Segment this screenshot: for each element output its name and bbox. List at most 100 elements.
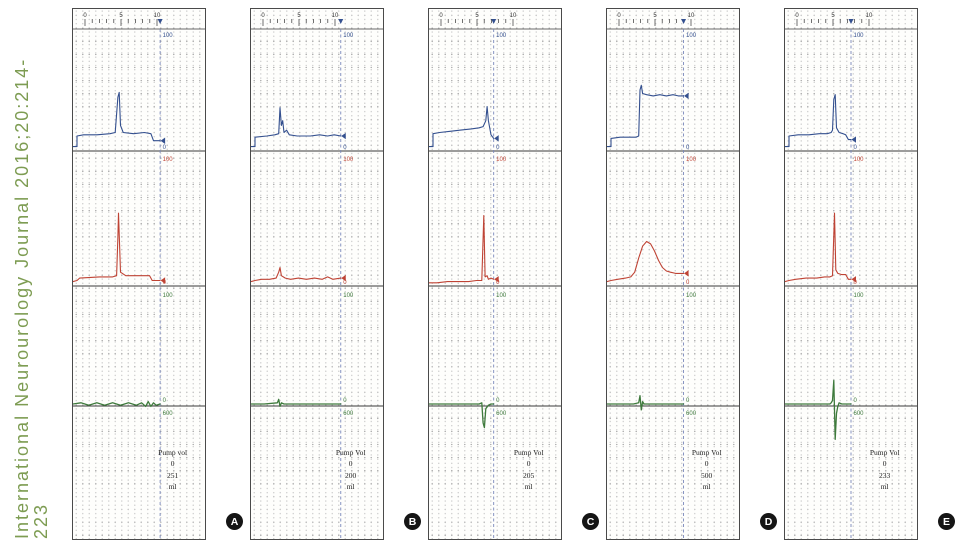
chart-paper: 0 5 10 100 0 100 0 100 0 600 Pump Vol 0 205 ml (428, 8, 562, 540)
panel-letter: E (942, 515, 950, 528)
panel-b: 0 5 10 100 0 100 0 100 0 600 Pump Vol 0 200 ml B (250, 0, 428, 540)
svg-text:0: 0 (343, 398, 347, 404)
pump-zero: 0 (882, 459, 887, 469)
svg-text:100: 100 (343, 157, 354, 163)
trace-plot: 0 5 10 100 0 100 0 100 0 600 (251, 13, 383, 539)
svg-text:10: 10 (688, 13, 695, 19)
panel-label-badge: B (404, 513, 421, 530)
panel-letter: D (764, 515, 773, 528)
svg-text:100: 100 (343, 33, 354, 39)
chart-paper: 0 5 10 100 0 100 0 100 0 600 Pump Vol 0 233 ml (784, 8, 918, 540)
pump-title: Pump Vol (335, 448, 366, 457)
svg-text:5: 5 (119, 13, 123, 19)
svg-text:5: 5 (653, 13, 657, 19)
svg-text:0: 0 (854, 280, 858, 286)
pump-volume-readout: Pump Vol 0 233 ml (855, 447, 914, 492)
pump-volume-readout: Pump Vol 0 200 ml (321, 447, 380, 492)
svg-text:100: 100 (163, 157, 174, 163)
panel-e: 0 5 10 100 0 100 0 100 0 600 Pump Vol 0 233 ml E (784, 0, 960, 540)
svg-text:0: 0 (343, 280, 347, 286)
panel-label-badge: D (760, 513, 777, 530)
chart-paper: 0 5 10 100 0 100 0 100 0 600 Pump vol 0 251 ml (72, 8, 206, 540)
svg-text:0: 0 (617, 13, 621, 19)
trace-plot: 0 5 10 100 0 100 0 100 0 600 (73, 13, 205, 539)
svg-text:0: 0 (795, 13, 799, 19)
svg-text:100: 100 (343, 293, 354, 299)
pump-volume-readout: Pump Vol 0 500 ml (677, 447, 736, 492)
pump-zero: 0 (348, 459, 353, 469)
svg-text:0: 0 (163, 280, 167, 286)
svg-text:100: 100 (686, 33, 697, 39)
pump-zero: 0 (704, 459, 709, 469)
svg-text:0: 0 (496, 398, 500, 404)
svg-text:10: 10 (866, 13, 873, 19)
svg-text:0: 0 (496, 145, 500, 151)
svg-text:100: 100 (163, 293, 174, 299)
svg-text:100: 100 (686, 157, 697, 163)
panel-letter: C (586, 515, 595, 528)
panel-label-badge: E (938, 513, 955, 530)
svg-text:0: 0 (686, 398, 690, 404)
svg-text:600: 600 (163, 411, 174, 417)
svg-text:100: 100 (496, 293, 507, 299)
panel-label-badge: C (582, 513, 599, 530)
pump-unit: ml (880, 481, 889, 491)
svg-text:10: 10 (510, 13, 517, 19)
pump-volume: 233 (879, 470, 891, 480)
pump-unit: ml (346, 481, 355, 491)
svg-text:0: 0 (163, 145, 167, 151)
pump-title: Pump Vol (869, 448, 900, 457)
pump-volume-readout: Pump vol 0 251 ml (143, 447, 202, 492)
svg-text:100: 100 (854, 293, 865, 299)
svg-text:600: 600 (496, 411, 507, 417)
svg-text:10: 10 (332, 13, 339, 19)
pump-volume-readout: Pump Vol 0 205 ml (499, 447, 558, 492)
pump-volume: 205 (523, 470, 535, 480)
svg-text:0: 0 (686, 145, 690, 151)
svg-text:100: 100 (163, 33, 174, 39)
svg-text:100: 100 (686, 293, 697, 299)
chart-paper: 0 5 10 100 0 100 0 100 0 600 Pump Vol 0 500 ml (606, 8, 740, 540)
pump-volume: 500 (701, 470, 713, 480)
panels-row: 0 5 10 100 0 100 0 100 0 600 Pump vol 0 251 ml A … (72, 0, 960, 540)
svg-text:0: 0 (83, 13, 87, 19)
svg-text:600: 600 (686, 411, 697, 417)
panel-a: 0 5 10 100 0 100 0 100 0 600 Pump vol 0 251 ml A (72, 0, 250, 540)
chart-paper: 0 5 10 100 0 100 0 100 0 600 Pump Vol 0 200 ml (250, 8, 384, 540)
pump-unit: ml (168, 481, 177, 491)
pump-title: Pump Vol (513, 448, 544, 457)
svg-text:0: 0 (854, 398, 858, 404)
svg-text:0: 0 (439, 13, 443, 19)
pump-zero: 0 (170, 459, 175, 469)
trace-plot: 0 5 10 100 0 100 0 100 0 600 (429, 13, 561, 539)
journal-citation-line2: 223 (31, 502, 51, 539)
svg-text:0: 0 (854, 145, 858, 151)
panel-c: 0 5 10 100 0 100 0 100 0 600 Pump Vol 0 205 ml C (428, 0, 606, 540)
pump-volume: 251 (167, 470, 179, 480)
svg-text:0: 0 (496, 280, 500, 286)
svg-text:5: 5 (831, 13, 835, 19)
panel-d: 0 5 10 100 0 100 0 100 0 600 Pump Vol 0 500 ml D (606, 0, 784, 540)
pump-unit: ml (702, 481, 711, 491)
svg-text:0: 0 (343, 145, 347, 151)
svg-text:100: 100 (854, 157, 865, 163)
pump-zero: 0 (526, 459, 531, 469)
svg-text:5: 5 (297, 13, 301, 19)
svg-text:5: 5 (475, 13, 479, 19)
svg-text:100: 100 (854, 33, 865, 39)
trace-plot: 0 5 10 100 0 100 0 100 0 600 (785, 13, 917, 539)
svg-text:0: 0 (163, 398, 167, 404)
pump-title: Pump vol (158, 448, 188, 457)
svg-text:600: 600 (343, 411, 354, 417)
journal-citation-line1: International Neurourology Journal 2016;… (12, 57, 32, 539)
pump-title: Pump Vol (691, 448, 722, 457)
svg-text:10: 10 (154, 13, 161, 19)
svg-text:100: 100 (496, 33, 507, 39)
svg-text:0: 0 (686, 280, 690, 286)
panel-letter: A (230, 515, 239, 528)
pump-volume: 200 (345, 470, 357, 480)
panel-label-badge: A (226, 513, 243, 530)
svg-text:100: 100 (496, 157, 507, 163)
pump-unit: ml (524, 481, 533, 491)
